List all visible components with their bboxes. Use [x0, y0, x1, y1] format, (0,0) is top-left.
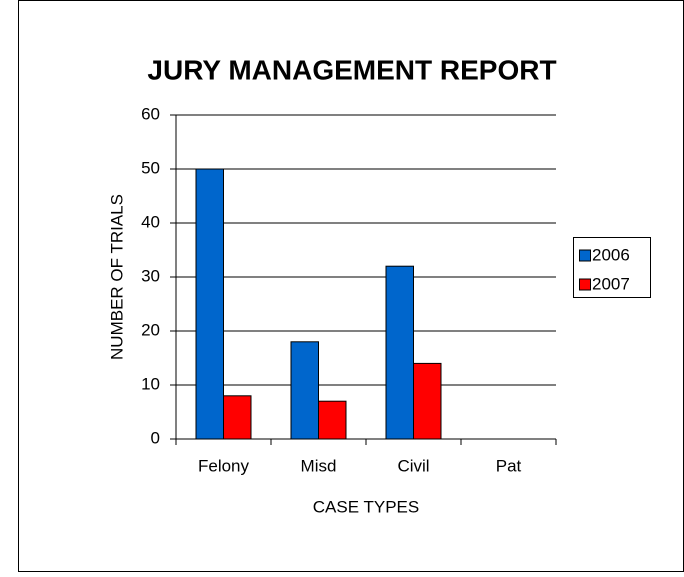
- x-tick-label: Misd: [301, 456, 337, 475]
- chart-title: JURY MANAGEMENT REPORT: [147, 54, 556, 85]
- x-tick-label: Felony: [198, 456, 250, 475]
- legend-swatch: [579, 278, 591, 291]
- x-tick-label: Civil: [397, 456, 429, 475]
- legend-swatch: [579, 249, 591, 262]
- y-tick-label: 0: [151, 428, 160, 447]
- frame: [18, 0, 684, 572]
- legend-label: 2006: [592, 245, 630, 264]
- bar: [195, 168, 224, 440]
- bar: [385, 265, 414, 440]
- x-axis-label: CASE TYPES: [313, 497, 419, 516]
- y-tick-label: 40: [141, 212, 160, 231]
- x-tick-label: Pat: [496, 456, 522, 475]
- y-tick-label: 30: [141, 266, 160, 285]
- y-tick-label: 50: [141, 158, 160, 177]
- y-axis-label: NUMBER OF TRIALS: [107, 194, 126, 360]
- bar: [413, 362, 442, 440]
- legend-label: 2007: [592, 274, 630, 293]
- y-tick-label: 20: [141, 320, 160, 339]
- bar: [290, 341, 319, 440]
- bar: [223, 395, 252, 440]
- y-tick-label: 10: [141, 374, 160, 393]
- y-tick-label: 60: [141, 104, 160, 123]
- bar: [318, 400, 347, 440]
